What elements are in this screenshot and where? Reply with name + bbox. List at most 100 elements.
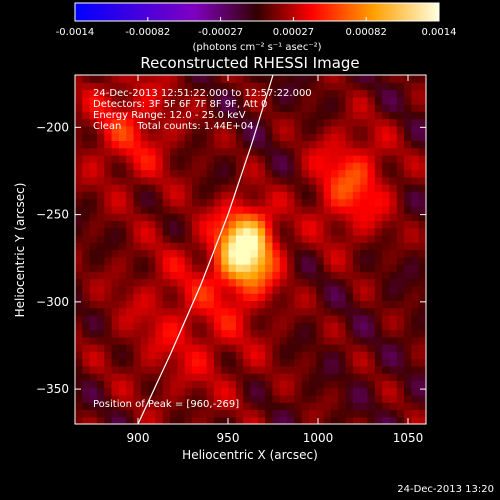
heatmap-cell xyxy=(360,336,369,345)
heatmap-cell xyxy=(316,213,325,222)
heatmap-cell xyxy=(396,191,405,200)
heatmap-cell xyxy=(396,380,405,389)
heatmap-cell xyxy=(177,234,186,243)
heatmap-cell xyxy=(126,271,135,280)
heatmap-cell xyxy=(199,75,208,83)
heatmap-cell xyxy=(389,402,398,411)
heatmap-cell xyxy=(279,307,288,316)
heatmap-cell xyxy=(272,198,281,207)
heatmap-cell xyxy=(382,387,391,396)
heatmap-cell xyxy=(111,89,120,98)
heatmap-cell xyxy=(301,169,310,178)
heatmap-cell xyxy=(177,394,186,403)
heatmap-cell xyxy=(272,344,281,352)
heatmap-cell xyxy=(404,409,412,418)
heatmap-cell xyxy=(338,271,347,280)
heatmap-cell xyxy=(184,394,193,403)
heatmap-cell xyxy=(279,104,288,112)
heatmap-cell xyxy=(257,322,266,331)
heatmap-cell xyxy=(96,394,105,403)
heatmap-cell xyxy=(257,373,266,381)
heatmap-cell xyxy=(177,300,186,309)
heatmap-cell xyxy=(228,365,237,374)
heatmap-cell xyxy=(228,344,237,352)
heatmap-cell xyxy=(199,227,208,236)
heatmap-cell xyxy=(96,329,105,338)
heatmap-cell xyxy=(228,111,237,120)
heatmap-cell xyxy=(279,329,288,338)
heatmap-cell xyxy=(213,358,222,367)
heatmap-cell xyxy=(118,205,127,214)
heatmap-cell xyxy=(411,329,420,338)
heatmap-cell xyxy=(330,314,339,323)
heatmap-cell xyxy=(213,285,222,294)
heatmap-cell xyxy=(89,293,98,301)
heatmap-cell xyxy=(140,300,149,309)
heatmap-cell xyxy=(257,227,266,236)
heatmap-cell xyxy=(301,213,310,222)
heatmap-cell xyxy=(272,416,281,425)
heatmap-cell xyxy=(192,111,200,120)
heatmap-cell xyxy=(396,89,405,98)
heatmap-cell xyxy=(228,133,237,142)
heatmap-cell xyxy=(184,380,193,389)
heatmap-cell xyxy=(323,358,332,367)
heatmap-cell xyxy=(235,387,244,396)
heatmap-cell xyxy=(396,96,405,105)
heatmap-cell xyxy=(389,147,398,156)
heatmap-cell xyxy=(323,205,332,214)
heatmap-cell xyxy=(155,365,164,374)
heatmap-cell xyxy=(418,307,427,316)
heatmap-cell xyxy=(177,351,186,360)
heatmap-cell xyxy=(301,285,310,294)
heatmap-cell xyxy=(404,89,412,98)
heatmap-cell xyxy=(374,351,383,360)
heatmap-cell xyxy=(170,365,178,374)
heatmap-cell xyxy=(301,89,310,98)
heatmap-cell xyxy=(360,82,369,91)
heatmap-cell xyxy=(250,278,259,287)
heatmap-cell xyxy=(360,351,369,360)
heatmap-cell xyxy=(118,89,127,98)
heatmap-cell xyxy=(265,314,274,323)
heatmap-cell xyxy=(184,416,193,425)
heatmap-cell xyxy=(279,387,288,396)
heatmap-cell xyxy=(126,293,135,301)
heatmap-cell xyxy=(301,191,310,200)
heatmap-cell xyxy=(75,140,83,149)
heatmap-cell xyxy=(162,227,171,236)
heatmap-cell xyxy=(133,205,142,214)
heatmap-cell xyxy=(418,344,427,352)
heatmap-cell xyxy=(250,213,259,222)
heatmap-cell xyxy=(111,104,120,112)
heatmap-cell xyxy=(250,169,259,178)
heatmap-cell xyxy=(316,344,325,352)
heatmap-cell xyxy=(235,271,244,280)
heatmap-cell xyxy=(301,256,310,265)
heatmap-cell xyxy=(126,154,135,163)
heatmap-cell xyxy=(301,344,310,352)
heatmap-cell xyxy=(235,220,244,229)
heatmap-cell xyxy=(104,125,113,134)
heatmap-cell xyxy=(177,104,186,112)
heatmap-cell xyxy=(396,387,405,396)
heatmap-cell xyxy=(396,234,405,243)
heatmap-cell xyxy=(418,365,427,374)
heatmap-cell xyxy=(345,96,354,105)
heatmap-cell xyxy=(243,322,252,331)
heatmap-cell xyxy=(316,394,325,403)
heatmap-cell xyxy=(367,82,376,91)
heatmap-cell xyxy=(104,344,113,352)
heatmap-cell xyxy=(294,358,303,367)
heatmap-cell xyxy=(272,89,281,98)
heatmap-cell xyxy=(345,125,354,134)
heatmap-cell xyxy=(396,293,405,301)
heatmap-cell xyxy=(367,409,376,418)
heatmap-cell xyxy=(279,358,288,367)
heatmap-cell xyxy=(374,416,383,425)
heatmap-cell xyxy=(294,213,303,222)
heatmap-cell xyxy=(360,358,369,367)
heatmap-cell xyxy=(272,373,281,381)
heatmap-cell xyxy=(75,104,83,112)
heatmap-cell xyxy=(126,402,135,411)
